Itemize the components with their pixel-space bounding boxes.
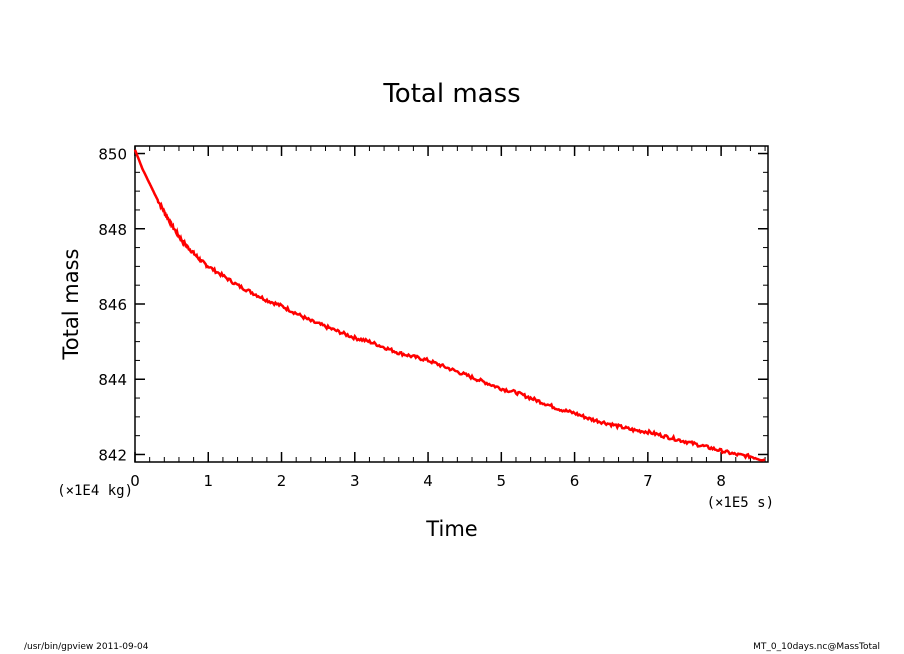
x-tick-label: 6 [570,472,580,490]
y-tick-label: 850 [98,146,127,164]
y-unit-label: (×1E4 kg) [57,483,133,499]
data-series-line [133,149,766,462]
y-axis-ticks: 842 844 846 848 850 [98,146,768,464]
y-tick-label: 844 [98,371,127,389]
x-tick-label: 5 [497,472,507,490]
x-tick-label: 7 [643,472,653,490]
x-tick-label: 4 [423,472,433,490]
x-axis-ticks: 0 1 2 3 4 5 6 7 8 [130,146,766,490]
x-tick-label: 3 [350,472,360,490]
footer-right-text: MT_0_10days.nc@MassTotal [753,642,880,652]
y-tick-label: 848 [98,221,127,239]
y-axis-label: Total mass [59,249,83,361]
x-axis-label: Time [425,517,477,541]
footer-left-text: /usr/bin/gpview 2011-09-04 [24,642,149,652]
chart-title: Total mass [382,79,520,109]
y-tick-label: 846 [98,296,127,314]
x-tick-label: 2 [277,472,287,490]
x-tick-label: 1 [203,472,213,490]
x-unit-label: (×1E5 s) [707,495,774,511]
plot-frame [134,145,769,463]
x-tick-label: 0 [130,472,140,490]
y-tick-label: 842 [98,446,127,464]
x-tick-label: 8 [716,472,726,490]
